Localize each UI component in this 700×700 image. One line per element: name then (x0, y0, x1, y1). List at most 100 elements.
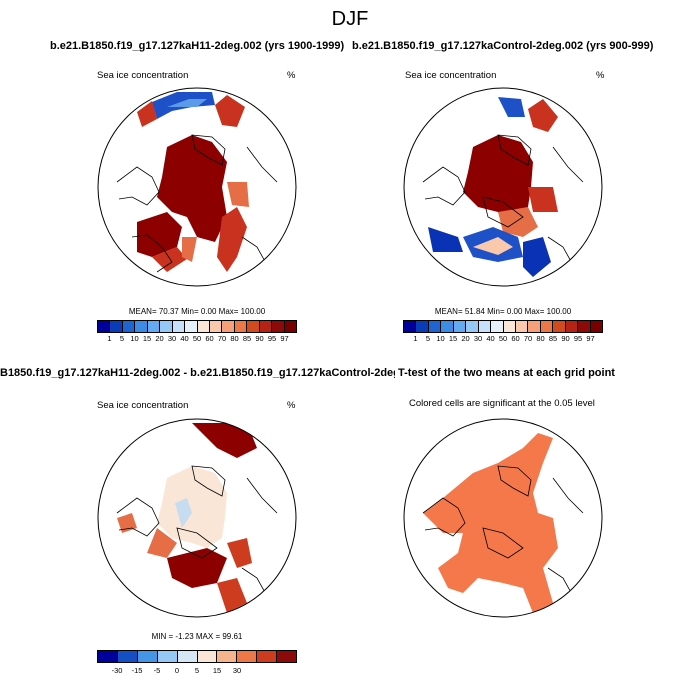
panel-1-colorbar-tick-label: 70 (217, 334, 227, 343)
panel-2-colorbar-tick-label: 97 (586, 334, 595, 343)
panel-2-colorbar-tick-label: 10 (436, 334, 445, 343)
panel-3-colorbar (97, 650, 297, 663)
panel-1-ice-right (217, 207, 247, 272)
panel-2-map-boundary (403, 87, 603, 287)
panel-2-colorbar-color-8 (503, 321, 516, 332)
panel-1-ice-top-right (215, 95, 245, 127)
panel-1-title: b.e21.B1850.f19_g17.127kaH11-2deg.002 (y… (50, 40, 345, 52)
panel-3-colorbar-color-8 (257, 651, 278, 662)
panel-2-colorbar-tick-label: 15 (448, 334, 458, 343)
panel-3-diff-band (167, 548, 227, 588)
panel-4-map (403, 418, 603, 618)
panel-1-ice-lab (182, 237, 197, 262)
panel-1-colorbar-tick-label: 50 (192, 334, 202, 343)
panel-1-colorbar-tick-label: 90 (255, 334, 264, 343)
panel-2-ice-arctic (463, 135, 533, 217)
panel-1-colorbar-tick-label: 1 (107, 334, 112, 343)
panel-2-colorbar-tick-label: 5 (425, 334, 431, 343)
panel-2-colorbar-tick-label: 95 (573, 334, 583, 343)
panel-3-colorbar-color-1 (117, 651, 138, 662)
panel-1-colorbar-color-2 (122, 321, 136, 332)
panel-2-ice-edge (498, 207, 538, 237)
panel-1-colorbar-tick-label: 60 (205, 334, 214, 343)
panel-2-colorbar-tick-label: 50 (498, 334, 508, 343)
panel-1-colorbar-tick-label: 30 (167, 334, 177, 343)
panel-1-colorbar-color-5 (160, 321, 173, 332)
panel-2-colorbar-color-1 (416, 321, 429, 332)
panel-2-coastlines (422, 134, 584, 278)
panel-1-colorbar-color-9 (209, 321, 223, 332)
panel-2-colorbar-color-6 (478, 321, 492, 332)
panel-3-map (97, 418, 297, 618)
panel-4-title: T-test of the two means at each grid poi… (398, 367, 615, 379)
panel-1-colorbar-color-3 (135, 321, 148, 332)
panel-2-colorbar-color-9 (515, 321, 529, 332)
panel-3-diff-south (217, 578, 247, 613)
panel-2-colorbar-tick-label: 30 (473, 334, 483, 343)
panel-2-colorbar-tick-label: 20 (461, 334, 470, 343)
panel-1-colorbar-cells (97, 320, 297, 333)
panel-2-colorbar-color-13 (565, 321, 579, 332)
panel-2-ice-right-top (528, 99, 558, 132)
panel-2-colorbar-tick-label: 85 (548, 334, 558, 343)
panel-1-ice-hudson (137, 212, 182, 257)
panel-3-colorbar-tick-label: 30 (232, 666, 242, 675)
panel-3-colorbar-tick-label: -15 (131, 666, 143, 675)
panel-2-ice-barents (528, 187, 558, 212)
panel-3-colorbar-color-3 (157, 651, 178, 662)
panel-3-diff-top (192, 423, 257, 458)
panel-2-colorbar-tick-label: 60 (511, 334, 520, 343)
panel-2-colorbar (403, 320, 603, 333)
panel-3-map-boundary (97, 418, 297, 618)
panel-1-colorbar-color-13 (259, 321, 273, 332)
panel-1-units: % (287, 70, 296, 81)
panel-2-stats: MEAN= 51.84 Min= 0.00 Max= 100.00 (434, 307, 572, 316)
panel-1-map-fill (137, 92, 249, 272)
panel-2-colorbar-color-3 (441, 321, 454, 332)
panel-3-colorbar-ticks: -30 -15 -5 0 5 15 30 (97, 666, 297, 678)
panel-3-colorbar-tick-label: -30 (111, 666, 123, 675)
panel-1-colorbar-tick-label: 15 (142, 334, 152, 343)
panel-2-colorbar-color-10 (528, 321, 541, 332)
panel-2-colorbar-tick-label: 90 (561, 334, 570, 343)
panel-2-colorbar-tick-label: 1 (413, 334, 418, 343)
panel-1-colorbar-tick-label: 97 (280, 334, 289, 343)
panel-3-coastlines (116, 465, 278, 609)
panel-2-units: % (596, 70, 605, 81)
panel-2-colorbar-color-14 (578, 321, 591, 332)
panel-2-colorbar-cells (403, 320, 603, 333)
panel-3-diff-band-right (227, 538, 252, 568)
panel-1-colorbar-color-15 (284, 321, 296, 332)
panel-1-colorbar-color-4 (147, 321, 161, 332)
panel-2-ice-blue-band-left (428, 227, 463, 252)
panel-2-map (403, 87, 603, 287)
panel-2-colorbar-color-5 (466, 321, 479, 332)
panel-1-colorbar-tick-label: 95 (267, 334, 277, 343)
panel-2-colorbar-color-2 (428, 321, 442, 332)
panel-1-colorbar-ticks: 1 5 10 15 20 30 40 50 60 70 80 85 90 95 97 (97, 334, 297, 346)
panel-3-colorbar-color-9 (277, 651, 297, 662)
panel-2-colorbar-tick-label: 40 (486, 334, 495, 343)
panel-3-map-fill (117, 423, 257, 613)
panel-1-stats: MEAN= 70.37 Min= 0.00 Max= 100.00 (128, 307, 266, 316)
panel-3-colorbar-tick-label: 5 (194, 666, 200, 675)
panel-3-colorbar-color-2 (137, 651, 158, 662)
panel-3-colorbar-color-7 (237, 651, 258, 662)
panel-3-units: % (287, 400, 296, 411)
panel-3-colorbar-color-0 (98, 651, 118, 662)
panel-1-colorbar-color-10 (222, 321, 235, 332)
panel-4-map-boundary (403, 418, 603, 618)
panel-1-colorbar-color-0 (98, 321, 111, 332)
panel-2-ice-light (473, 237, 513, 255)
panel-4-map-fill (423, 433, 558, 613)
panel-1-map (97, 87, 297, 287)
panel-3-title: B1850.f19_g17.127kaH11-2deg.002 - b.e21.… (0, 367, 395, 379)
panel-1-colorbar-tick-label: 5 (119, 334, 125, 343)
panel-3-diff-edge (147, 528, 177, 558)
panel-1-colorbar-tick-label: 80 (230, 334, 239, 343)
panel-1-colorbar-color-6 (172, 321, 186, 332)
panel-1-colorbar (97, 320, 297, 333)
panel-1-ice-arctic (157, 135, 227, 242)
panel-2-colorbar-color-15 (590, 321, 602, 332)
panel-1-colorbar-color-11 (234, 321, 248, 332)
